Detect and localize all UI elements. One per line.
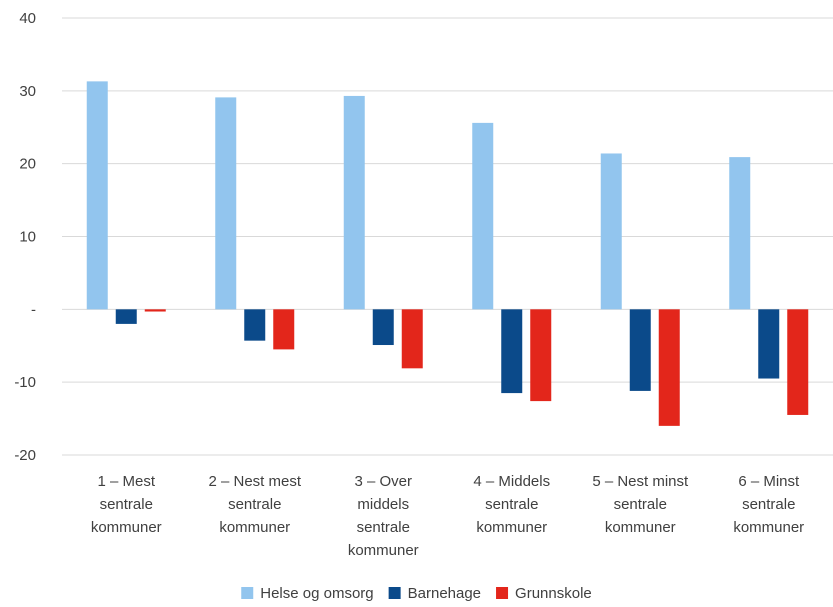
legend-label: Barnehage bbox=[408, 585, 481, 602]
bar-barnehage bbox=[629, 309, 651, 391]
x-category-label: sentrale bbox=[742, 496, 795, 513]
bar-grunnskole bbox=[144, 309, 166, 312]
x-category-label: kommuner bbox=[476, 519, 547, 536]
legend-item: Helse og omsorg bbox=[241, 585, 374, 602]
y-tick-label: 30 bbox=[19, 83, 36, 100]
x-category-label: kommuner bbox=[348, 542, 419, 559]
y-tick-label: - bbox=[31, 301, 36, 318]
x-category-label: sentrale bbox=[228, 496, 281, 513]
x-category-label: 2 – Nest mest bbox=[208, 473, 301, 490]
bar-helse-og-omsorg bbox=[729, 157, 751, 310]
x-category-label: 4 – Middels bbox=[473, 473, 550, 490]
bar-grunnskole bbox=[530, 309, 552, 402]
x-category-label: kommuner bbox=[219, 519, 290, 536]
legend-swatch bbox=[241, 587, 254, 599]
bar-barnehage bbox=[115, 309, 137, 324]
x-category-label: 3 – Over bbox=[354, 473, 412, 490]
bar-grunnskole bbox=[401, 309, 423, 369]
legend-swatch bbox=[496, 587, 509, 599]
x-category-label: 6 – Minst bbox=[738, 473, 800, 490]
legend-swatch bbox=[388, 587, 401, 599]
bar-grunnskole bbox=[787, 309, 809, 415]
y-tick-label: 10 bbox=[19, 229, 36, 246]
x-category-label: kommuner bbox=[91, 519, 162, 536]
bar-grunnskole bbox=[658, 309, 680, 426]
y-tick-label: 40 bbox=[19, 10, 36, 27]
bar-barnehage bbox=[372, 309, 394, 346]
x-category-label: middels bbox=[357, 496, 409, 513]
bars bbox=[86, 81, 809, 426]
bar-barnehage bbox=[501, 309, 523, 394]
gridlines bbox=[62, 17, 833, 456]
bar-helse-og-omsorg bbox=[600, 153, 622, 310]
legend-item: Grunnskole bbox=[496, 585, 592, 602]
y-tick-label: -20 bbox=[14, 447, 36, 464]
bar-grunnskole bbox=[273, 309, 295, 350]
legend-label: Helse og omsorg bbox=[260, 585, 373, 602]
x-axis-category-labels: 1 – Mest sentrale kommuner 2 – Nest mest sen… bbox=[91, 473, 804, 559]
x-category-label: sentrale bbox=[485, 496, 538, 513]
x-category-label: sentrale bbox=[614, 496, 667, 513]
y-axis-tick-labels: 40 30 20 10 - -10 -20 bbox=[14, 10, 36, 464]
bar-barnehage bbox=[244, 309, 266, 341]
x-category-label: kommuner bbox=[605, 519, 676, 536]
bar-helse-og-omsorg bbox=[472, 122, 494, 310]
y-tick-label: -10 bbox=[14, 374, 36, 391]
x-category-label: sentrale bbox=[100, 496, 153, 513]
x-category-label: 1 – Mest bbox=[97, 473, 155, 490]
legend-item: Barnehage bbox=[388, 585, 481, 602]
x-category-label: kommuner bbox=[733, 519, 804, 536]
bar-barnehage bbox=[758, 309, 780, 379]
x-category-label: 5 – Nest minst bbox=[592, 473, 689, 490]
y-tick-label: 20 bbox=[19, 156, 36, 173]
legend-label: Grunnskole bbox=[515, 585, 592, 602]
bar-helse-og-omsorg bbox=[215, 97, 237, 310]
x-category-label: sentrale bbox=[357, 519, 410, 536]
bar-helse-og-omsorg bbox=[343, 95, 365, 310]
bar-helse-og-omsorg bbox=[86, 81, 108, 310]
legend: Helse og omsorg Barnehage Grunnskole bbox=[241, 585, 592, 602]
